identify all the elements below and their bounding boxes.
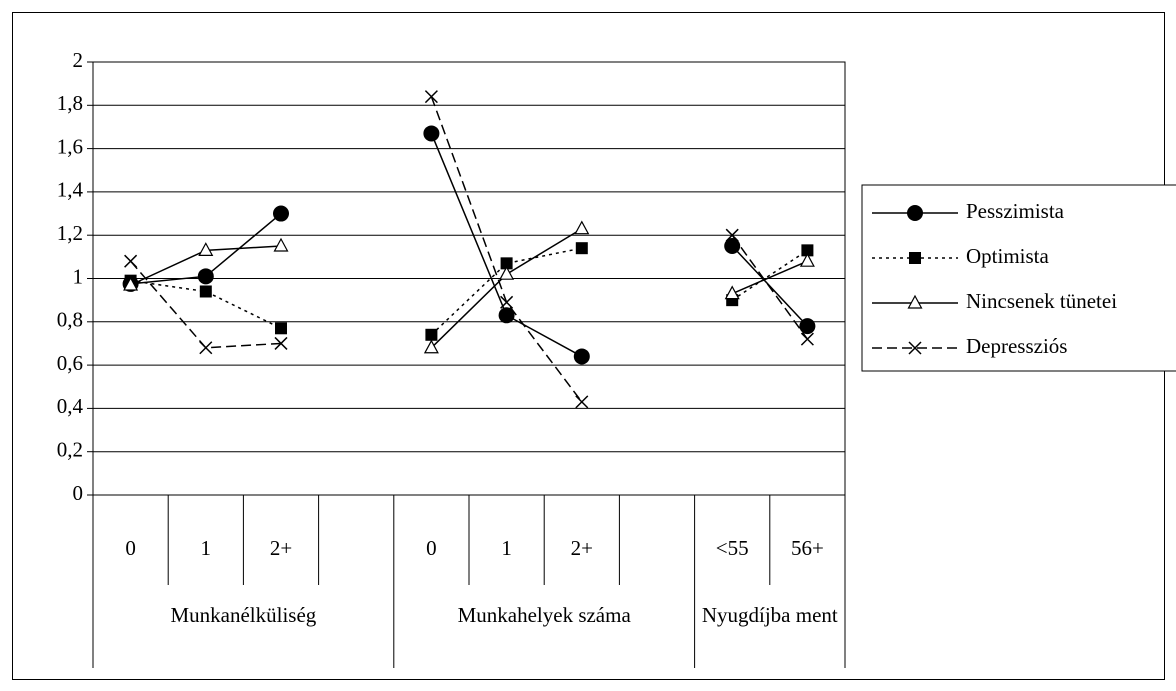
legend-label: Depressziós bbox=[966, 334, 1067, 358]
data-point bbox=[124, 254, 138, 268]
data-point bbox=[123, 276, 139, 291]
data-point bbox=[199, 285, 212, 298]
data-point bbox=[575, 395, 589, 409]
data-point bbox=[273, 237, 289, 252]
data-point bbox=[725, 228, 739, 242]
y-tick-label: 0 bbox=[73, 481, 84, 505]
x-tick-label: <55 bbox=[716, 536, 749, 560]
legend-marker bbox=[909, 252, 921, 264]
series-line bbox=[130, 247, 808, 336]
data-point bbox=[499, 265, 515, 280]
y-tick-label: 0,2 bbox=[57, 438, 83, 462]
x-tick-label: 2+ bbox=[270, 536, 292, 560]
y-tick-label: 1,8 bbox=[57, 91, 83, 115]
legend-label: Nincsenek tünetei bbox=[966, 289, 1117, 313]
x-tick-label: 0 bbox=[125, 536, 136, 560]
data-point bbox=[574, 220, 590, 235]
legend-marker bbox=[908, 341, 922, 355]
x-tick-label: 56+ bbox=[791, 536, 824, 560]
y-tick-label: 1,2 bbox=[57, 221, 83, 245]
y-tick-label: 1,4 bbox=[57, 178, 84, 202]
data-point bbox=[498, 307, 515, 324]
x-tick-label: 1 bbox=[501, 536, 512, 560]
legend-marker bbox=[907, 294, 923, 309]
data-point bbox=[575, 242, 588, 255]
group-label: Nyugdíjba ment bbox=[701, 603, 838, 627]
data-point bbox=[724, 238, 741, 255]
data-point bbox=[424, 90, 438, 104]
legend-label: Optimista bbox=[966, 244, 1050, 268]
legend-marker bbox=[907, 205, 923, 221]
data-point bbox=[799, 318, 816, 335]
data-point bbox=[799, 252, 815, 267]
y-tick-label: 1,6 bbox=[57, 134, 83, 158]
y-tick-label: 2 bbox=[73, 48, 84, 72]
y-tick-label: 1 bbox=[73, 264, 84, 288]
data-point bbox=[801, 244, 814, 257]
y-tick-label: 0,6 bbox=[57, 351, 83, 375]
data-point bbox=[273, 205, 289, 222]
data-point bbox=[800, 332, 814, 346]
group-label: Munkahelyek száma bbox=[457, 603, 631, 627]
y-tick-label: 0,4 bbox=[57, 394, 84, 418]
data-point bbox=[198, 242, 214, 256]
data-point bbox=[199, 341, 213, 355]
data-point bbox=[573, 348, 590, 365]
x-tick-label: 0 bbox=[426, 536, 437, 560]
y-tick-label: 0,8 bbox=[57, 308, 83, 332]
group-label: Munkanélküliség bbox=[170, 603, 317, 627]
x-tick-label: 2+ bbox=[571, 536, 593, 560]
legend-label: Pesszimista bbox=[966, 199, 1065, 223]
data-point bbox=[275, 322, 287, 335]
data-point bbox=[500, 295, 514, 309]
data-point bbox=[423, 339, 439, 354]
x-tick-label: 1 bbox=[201, 536, 212, 560]
data-point bbox=[425, 328, 438, 341]
data-point bbox=[724, 285, 740, 300]
data-point bbox=[197, 268, 214, 285]
data-point bbox=[274, 336, 288, 350]
data-point bbox=[423, 125, 440, 142]
data-point bbox=[500, 257, 513, 270]
